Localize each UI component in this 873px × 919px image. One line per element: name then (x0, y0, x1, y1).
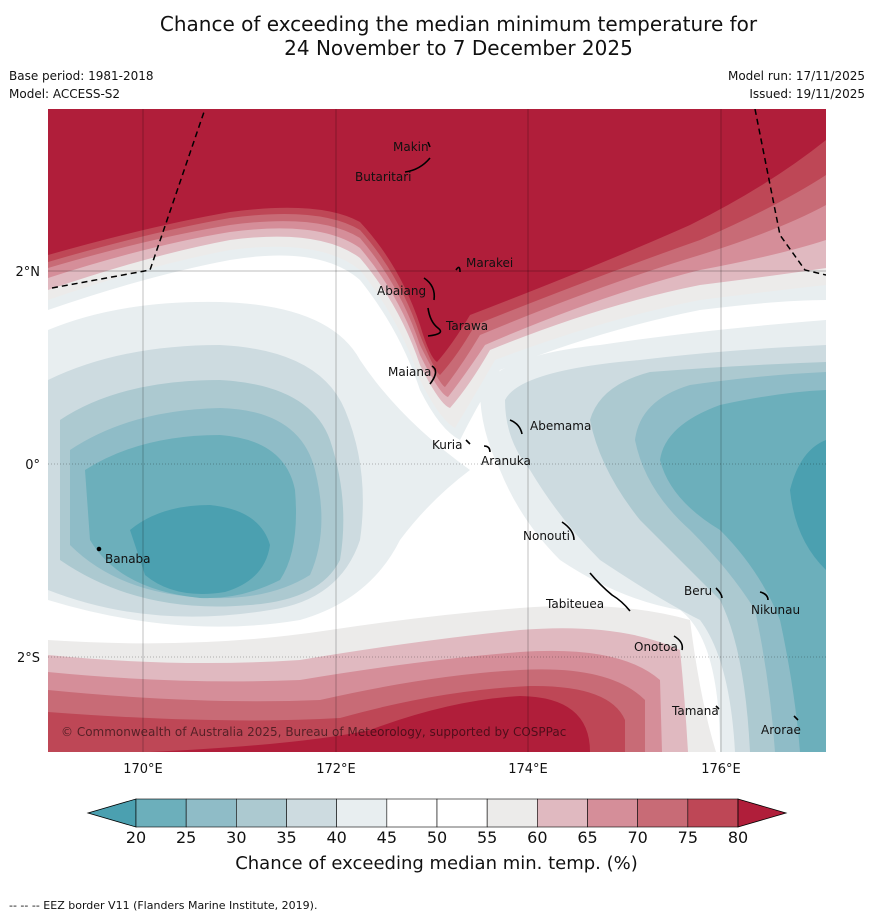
place-label: Nikunau (751, 603, 800, 617)
colorbar: 20 25 30 35 40 45 50 55 60 65 70 75 80 (86, 798, 788, 847)
colorbar-tick-label: 50 (427, 828, 447, 847)
island-outlines (96, 141, 799, 721)
place-label: Butaritari (355, 170, 412, 184)
island-kuria (465, 439, 471, 445)
island-onotoa (673, 635, 684, 651)
contour-west-20 (130, 505, 270, 594)
place-label: Onotoa (634, 640, 678, 654)
colorbar-tick-label: 60 (527, 828, 547, 847)
island-tamana (715, 705, 720, 710)
lat-label-2n: 2°N (16, 265, 41, 280)
colorbar-segment (486, 798, 538, 828)
colorbar-extend-high (737, 798, 788, 828)
colorbar-tick-label: 75 (678, 828, 698, 847)
model-run: Model run: 17/11/2025 (727, 69, 865, 83)
base-period: Base period: 1981-2018 (9, 69, 154, 83)
place-label: Tabiteuea (545, 597, 604, 611)
place-label: Tarawa (445, 319, 488, 333)
island-tarawa (427, 307, 442, 337)
colorbar-segment (286, 798, 337, 828)
colorbar-segment (687, 798, 739, 828)
colorbar-segment (587, 798, 638, 828)
title-line-2: 24 November to 7 December 2025 (284, 36, 633, 60)
issued-date: Issued: 19/11/2025 (749, 87, 865, 101)
colorbar-segment (185, 798, 237, 828)
colorbar-tick-label: 55 (477, 828, 497, 847)
eez-footnote: -- -- -- EEZ border V11 (Flanders Marine… (9, 899, 318, 912)
island-arorae (793, 715, 799, 721)
place-label: Nonouti (523, 529, 570, 543)
graticule (48, 109, 826, 752)
place-label: Abemama (530, 419, 591, 433)
place-label: Abaiang (377, 284, 426, 298)
colorbar-tick-label: 45 (377, 828, 397, 847)
place-label: Banaba (105, 552, 151, 566)
contour-north-80 (48, 109, 826, 362)
temperature-contours: Makin Butaritari Marakei Abaiang Tarawa … (48, 109, 826, 752)
place-label: Arorae (761, 723, 801, 737)
island-butaritari (404, 157, 431, 173)
colorbar-tick-label: 25 (176, 828, 196, 847)
island-aranuka (483, 445, 491, 453)
island-abaiang (423, 277, 436, 301)
colorbar-segment (386, 798, 438, 828)
place-label: Aranuka (481, 454, 531, 468)
colorbar-tick-label: 70 (627, 828, 647, 847)
place-labels: Makin Butaritari Marakei Abaiang Tarawa … (105, 140, 801, 737)
colorbar-tick-label: 30 (226, 828, 246, 847)
colorbar-tick-label: 35 (276, 828, 296, 847)
island-maiana (429, 365, 437, 385)
meta-left: Base period: 1981-2018 Model: ACCESS-S2 (9, 67, 154, 103)
island-beru (715, 587, 723, 599)
island-banaba (96, 546, 102, 552)
contour-south-80 (150, 696, 590, 752)
place-label: Kuria (432, 438, 463, 452)
eez-border (51, 109, 826, 289)
place-label: Makin (393, 140, 429, 154)
lon-label-174: 174°E (508, 762, 548, 777)
island-abemama (509, 419, 523, 435)
colorbar-extend-low (86, 798, 137, 828)
place-label: Marakei (466, 256, 513, 270)
title-line-1: Chance of exceeding the median minimum t… (159, 12, 758, 36)
place-label: Tamana (671, 704, 719, 718)
island-tabiteuea (589, 572, 631, 612)
place-label: Maiana (388, 365, 431, 379)
meta-right: Model run: 17/11/2025 Issued: 19/11/2025 (728, 67, 865, 103)
lon-label-176: 176°E (701, 762, 741, 777)
colorbar-tick-label: 65 (577, 828, 597, 847)
island-nonouti (561, 521, 575, 541)
colorbar-segment (637, 798, 689, 828)
contour-east-20 (790, 440, 826, 570)
colorbar-segment (236, 798, 287, 828)
colorbar-segment (135, 798, 187, 828)
copyright-notice: © Commonwealth of Australia 2025, Bureau… (61, 725, 566, 739)
colorbar-tick-label: 80 (728, 828, 748, 847)
island-marakei (455, 266, 461, 273)
colorbar-segment (336, 798, 388, 828)
colorbar-segment (537, 798, 588, 828)
chart-title: Chance of exceeding the median minimum t… (0, 12, 873, 60)
colorbar-tick-label: 20 (126, 828, 146, 847)
place-label: Beru (684, 584, 712, 598)
colorbar-tick-label: 40 (326, 828, 346, 847)
lon-label-170: 170°E (123, 762, 163, 777)
island-makin (427, 141, 431, 148)
lat-axis-labels: 2°N 0° 2°S (16, 265, 41, 666)
model-name: Model: ACCESS-S2 (9, 87, 121, 101)
island-nikunau (759, 591, 769, 601)
lon-axis-labels: 170°E 172°E 174°E 176°E (123, 762, 741, 777)
lat-label-2s: 2°S (17, 651, 40, 666)
contour-east-25 (660, 390, 826, 752)
lon-label-172: 172°E (316, 762, 356, 777)
legend-title: Chance of exceeding median min. temp. (%… (235, 853, 638, 874)
lat-label-0: 0° (25, 458, 40, 473)
colorbar-segment (436, 798, 488, 828)
eez-border-east (754, 109, 826, 276)
eez-border-west (51, 109, 206, 289)
